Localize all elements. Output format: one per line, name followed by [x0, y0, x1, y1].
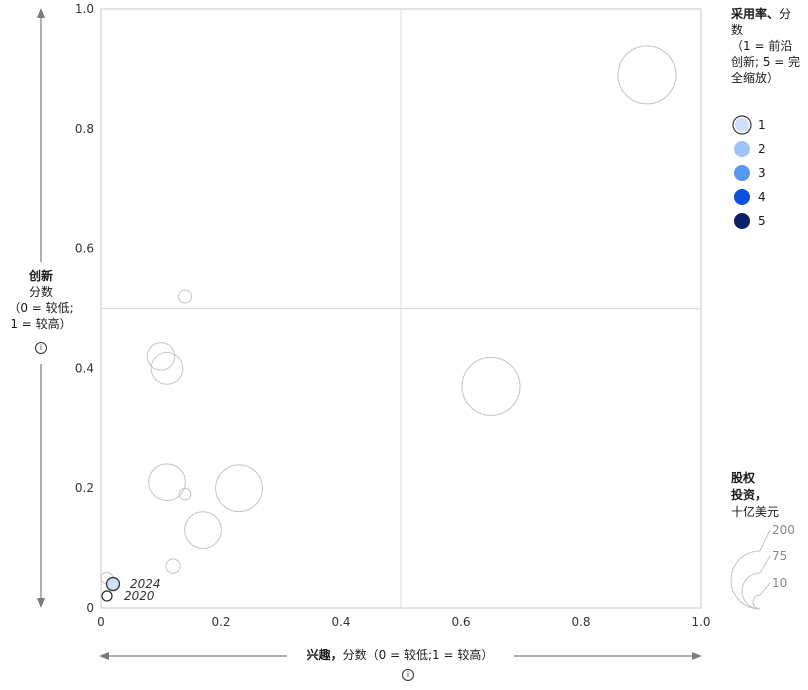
y-axis-title: 创新 分数 （0 = 较低; 1 = 较高） [0, 268, 82, 332]
bubble-point [215, 464, 263, 513]
x-tick-label: 0 [97, 615, 105, 629]
legend-swatch [735, 118, 749, 132]
x-tick-label: 0.6 [451, 615, 470, 629]
legend-label: 5 [758, 214, 766, 228]
y-tick-label: 0.8 [75, 122, 94, 136]
size-legend: 200 75 10 [730, 523, 795, 610]
size-legend-leader [759, 582, 771, 596]
highlight-point-2020 [101, 590, 113, 602]
y-axis-title-line2: （0 = 较低; [8, 301, 74, 315]
legend-swatch [734, 213, 750, 229]
y-axis-info-icon[interactable]: i [35, 342, 47, 354]
axis-arrows [37, 8, 702, 660]
legend-label: 2 [758, 142, 766, 156]
y-tick-label: 1.0 [75, 2, 94, 16]
bubble-layer [100, 45, 677, 585]
size-legend-title-rest: 十亿美元 [731, 505, 780, 519]
x-axis-title: 兴趣，分数（0 = 较低;1 = 较高） [307, 647, 494, 662]
bubble-point [150, 352, 184, 385]
bubble-point [461, 356, 521, 416]
size-legend-title-bold2: 投资， [731, 488, 768, 502]
highlight-label-2020: 2020 [124, 589, 155, 603]
x-tick-label: 1.0 [691, 615, 710, 629]
bubble-point [617, 45, 677, 105]
bubble-point [148, 463, 186, 502]
x-arrow-left-head [99, 652, 109, 660]
size-legend-leader [759, 555, 771, 574]
bubble-point [184, 511, 222, 549]
legend-label: 3 [758, 166, 766, 180]
size-legend-title: 股权 投资， 十亿美元 [731, 470, 803, 521]
size-legend-arc [730, 550, 761, 610]
size-legend-label: 10 [772, 576, 787, 590]
y-tick-label: 0.6 [75, 242, 94, 256]
x-tick-label: 0.2 [211, 615, 230, 629]
bubble-point [146, 342, 176, 371]
x-axis-info-icon[interactable]: i [402, 669, 414, 681]
highlight-label-2024: 2024 [130, 577, 161, 591]
size-legend-label: 200 [772, 523, 795, 537]
legend-swatch [734, 165, 750, 181]
size-legend-leader [759, 529, 771, 552]
size-legend-arc [752, 594, 761, 610]
adoption-legend-title-rest: 分数 [731, 7, 792, 37]
adoption-legend-title-bold: 采用率、 [731, 7, 780, 21]
y-tick-label: 0.4 [75, 361, 94, 375]
adoption-legend-subtitle: （1 = 前沿创新; 5 = 完全缩放） [731, 39, 801, 85]
size-legend-arc [741, 572, 761, 610]
legend-swatch [734, 141, 750, 157]
x-tick-label: 0.8 [571, 615, 590, 629]
x-arrow-right-head [692, 652, 702, 660]
x-tick-label: 0.4 [331, 615, 350, 629]
adoption-legend: 1 2 3 4 5 [732, 115, 766, 229]
legend-swatch [734, 189, 750, 205]
y-tick-label: 0 [86, 601, 94, 615]
highlight-point-2024 [105, 576, 121, 592]
y-axis-title-line3: 1 = 较高） [10, 317, 72, 331]
y-axis-title-bold: 创新 [28, 269, 53, 283]
bubble-point [178, 487, 192, 501]
size-legend-label: 75 [772, 549, 787, 563]
legend-label: 1 [758, 118, 766, 132]
y-arrow-down-head [37, 598, 45, 608]
adoption-legend-title: 采用率、分数 （1 = 前沿创新; 5 = 完全缩放） [731, 6, 803, 86]
y-arrow-up-head [37, 8, 45, 18]
bubble-point [178, 289, 192, 304]
bubble-point [165, 558, 181, 574]
axis-ticks: 0 0.2 0.4 0.6 0.8 1.0 0 0.2 0.4 0.6 0.8 1.0 [75, 2, 711, 629]
legend-label: 4 [758, 190, 766, 204]
y-axis-title-line1: 分数 [28, 285, 53, 299]
y-tick-label: 0.2 [75, 481, 94, 495]
plot-area [100, 8, 702, 609]
size-legend-title-bold: 股权 [731, 471, 756, 485]
